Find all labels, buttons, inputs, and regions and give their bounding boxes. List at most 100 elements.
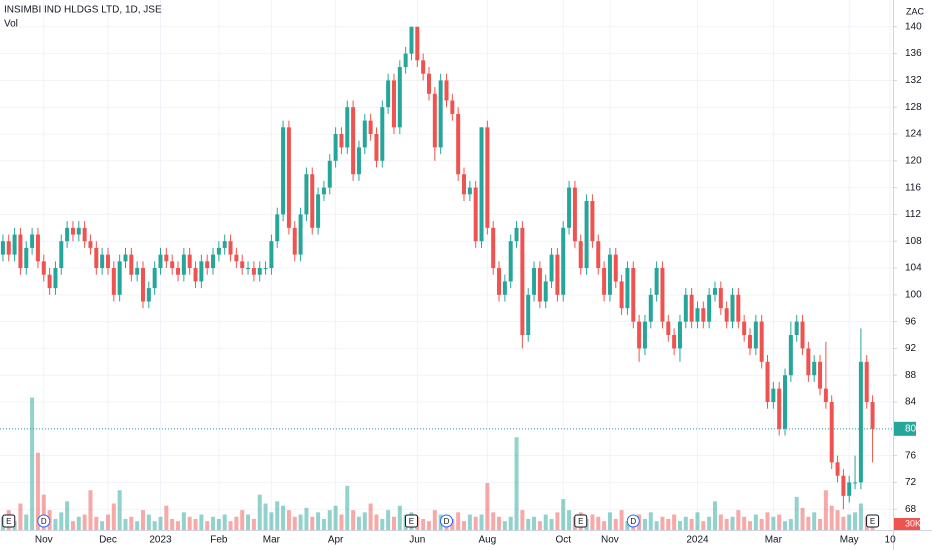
candle-body [794, 321, 799, 336]
volume-bar [146, 514, 151, 530]
candle-body [397, 67, 402, 128]
volume-bar [111, 503, 116, 530]
candle-body [339, 134, 344, 148]
candle-body [105, 254, 110, 269]
volume-bar [123, 518, 128, 530]
candle-body [246, 268, 251, 270]
volume-bar [105, 514, 110, 530]
candle-body [123, 254, 128, 262]
last-volume-label: 30K [905, 518, 921, 528]
candle-body [94, 247, 99, 269]
volume-bar [549, 518, 554, 530]
candle-body [281, 127, 286, 215]
event-icon [574, 514, 588, 528]
volume-bar [263, 503, 268, 530]
x-tick-label: Jun [409, 535, 425, 546]
candle-body [578, 241, 583, 269]
candle-body [176, 268, 181, 275]
event-label: E [870, 517, 875, 526]
volume-bar [619, 510, 624, 530]
volume-bar [100, 521, 105, 530]
candle-body [660, 268, 665, 322]
candle-body [712, 288, 717, 295]
candle-body [748, 335, 753, 349]
candle-body [526, 294, 531, 336]
candle-body [590, 201, 595, 242]
candle-body [666, 321, 671, 336]
candle-body [257, 268, 262, 275]
event-label: D [630, 517, 636, 526]
x-tick-label: 2023 [149, 535, 172, 546]
candle-body [473, 187, 478, 242]
x-tick-label: Feb [210, 535, 228, 546]
candle-body [654, 268, 659, 295]
volume-bar [135, 521, 140, 530]
y-tick-label: 96 [905, 316, 917, 327]
volume-bar [514, 437, 519, 530]
volume-bar [368, 503, 373, 530]
candle-body [140, 268, 145, 302]
candle-body [391, 80, 396, 128]
volume-bar [853, 512, 858, 530]
volume-bar [187, 516, 192, 530]
volume-bar [345, 485, 350, 530]
candle-body [788, 335, 793, 376]
candle-body [695, 308, 700, 322]
chart-title: INSIMBI IND HLDGS LTD, 1D, JSE [4, 5, 162, 16]
volume-bar [426, 521, 431, 530]
volume-bar [327, 510, 332, 530]
candle-body [345, 107, 350, 148]
candle-body [30, 234, 35, 248]
volume-bar [561, 499, 566, 530]
candle-body [409, 26, 414, 54]
candle-body [683, 294, 688, 322]
candle-body [648, 294, 653, 322]
volume-bar [654, 521, 659, 530]
last-volume-box [894, 518, 920, 530]
volume-bar [82, 514, 87, 530]
candle-body [240, 261, 245, 269]
candle-body [619, 281, 624, 309]
candle-body [135, 268, 140, 275]
candle-body [771, 388, 776, 403]
candle-body [216, 247, 221, 255]
volume-bar [374, 514, 379, 530]
volume-bar [479, 514, 484, 530]
candle-body [310, 174, 315, 228]
volume-bar [724, 518, 729, 530]
y-tick-label: 124 [905, 129, 922, 140]
candle-body [567, 187, 572, 228]
volume-bar [473, 516, 478, 530]
candle-body [730, 294, 735, 322]
candle-body [467, 187, 472, 195]
volume-bar [275, 501, 280, 530]
candle-body [841, 475, 846, 496]
candle-body [818, 361, 823, 389]
x-tick-label: Dec [99, 535, 117, 546]
candle-body [380, 107, 385, 161]
volume-bar [607, 512, 612, 530]
volume-bar [158, 516, 163, 530]
volume-bar [234, 516, 239, 530]
volume-bar [88, 490, 93, 530]
candle-body [286, 127, 291, 228]
y-tick-label: 88 [905, 370, 917, 381]
y-tick-label: 120 [905, 155, 922, 166]
volume-bar [216, 518, 221, 530]
volume-bar [730, 516, 735, 530]
volume-bar [526, 518, 531, 530]
volume-bar [362, 512, 367, 530]
event-label: E [578, 517, 583, 526]
candle-body [783, 375, 788, 429]
y-tick-label: 92 [905, 343, 917, 354]
volume-bar [117, 490, 122, 530]
candle-body [514, 227, 519, 242]
volume-bar [712, 501, 717, 530]
volume-bar [672, 514, 677, 530]
volume-bar [491, 512, 496, 530]
volume-bar [298, 514, 303, 530]
candle-body [117, 261, 122, 295]
candle-body [351, 107, 356, 175]
volume-bar [567, 510, 572, 530]
